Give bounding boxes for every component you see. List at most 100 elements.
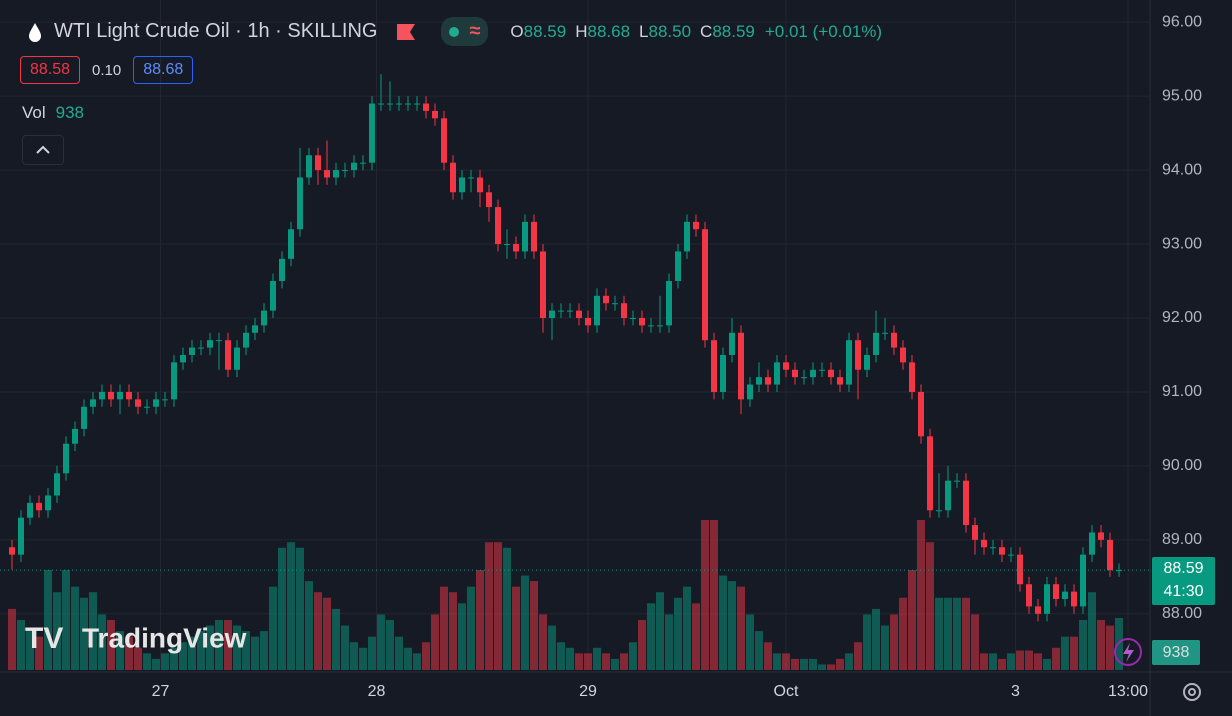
candle-body — [333, 170, 339, 178]
volume-bar — [836, 658, 844, 670]
volume-bar — [998, 658, 1006, 670]
candles — [0, 73, 1150, 622]
volume-bar — [1043, 658, 1051, 670]
candle-body — [504, 244, 510, 246]
candle-body — [396, 103, 402, 105]
volume-bar — [854, 642, 862, 670]
volume-bar — [314, 592, 322, 670]
volume-bar — [53, 592, 61, 670]
candle-body — [585, 317, 591, 326]
volume-bar — [575, 653, 583, 670]
volume-bar — [80, 597, 88, 670]
volume-bar — [1016, 650, 1024, 670]
candle-body — [657, 325, 663, 327]
ohlc-value: 88.59 — [523, 21, 567, 41]
candle-body — [594, 295, 600, 326]
status-pill[interactable]: ≈ — [441, 17, 489, 46]
volume-bar — [296, 547, 304, 670]
volume-bar — [809, 658, 817, 670]
volume-bar — [161, 653, 169, 670]
volume-bar — [278, 547, 286, 670]
volume-bar — [566, 647, 574, 670]
volume-bar — [755, 631, 763, 670]
candle-body — [351, 162, 357, 171]
candle-body — [270, 281, 276, 311]
flag-icon[interactable] — [395, 22, 417, 42]
ask-button[interactable]: 88.68 — [133, 56, 194, 84]
volume-bar — [773, 653, 781, 670]
volume-bar — [170, 647, 178, 670]
settings-icon-core — [1188, 688, 1196, 696]
candle-body — [261, 310, 267, 326]
countdown: 41:30 — [1163, 583, 1204, 600]
volume-bar — [62, 570, 70, 670]
candle-body — [495, 207, 501, 245]
candle-body — [306, 155, 312, 178]
volume-bar — [737, 586, 745, 670]
chevron-up — [36, 145, 50, 154]
volume-bar — [422, 642, 430, 670]
volume-bar — [188, 636, 196, 670]
candle-body — [1053, 584, 1059, 600]
candle-body — [882, 332, 888, 334]
volume-bar — [845, 653, 853, 670]
candle-body — [1116, 570, 1122, 572]
bid-button[interactable]: 88.58 — [20, 56, 81, 84]
alert-bolt — [1123, 643, 1134, 662]
volume-bar — [368, 636, 376, 670]
volume-bar — [962, 597, 970, 670]
candle-body — [342, 170, 348, 172]
volume-bar — [413, 653, 421, 670]
volume-bar — [152, 658, 160, 670]
volume-bar — [827, 664, 835, 670]
x-tick-label: 27 — [152, 683, 170, 700]
candle-body — [243, 332, 249, 348]
y-tick-label: 91.00 — [1162, 383, 1202, 400]
candle-body — [693, 221, 699, 230]
candle-body — [603, 295, 609, 304]
volume-bar — [908, 570, 916, 670]
candle-body — [405, 103, 411, 105]
y-tick-label: 93.00 — [1162, 235, 1202, 252]
candle-body — [144, 406, 150, 408]
candle-body — [135, 399, 141, 407]
volume-bar — [494, 542, 502, 670]
settings-icon[interactable] — [1183, 683, 1201, 701]
volume-bar — [782, 653, 790, 670]
volume-bar — [620, 653, 628, 670]
volume-bar — [449, 592, 457, 670]
collapse-button[interactable] — [22, 135, 64, 165]
candle-body — [234, 347, 240, 370]
candle-body — [774, 362, 780, 385]
volume-bar — [944, 597, 952, 670]
volume-bar — [71, 586, 79, 670]
volume-bar — [584, 653, 592, 670]
candle-body — [387, 103, 393, 105]
volume-bar — [305, 581, 313, 670]
candle-body — [486, 192, 492, 208]
volume-bar — [134, 647, 142, 670]
y-tick-label: 94.00 — [1162, 161, 1202, 178]
volume-bar — [638, 620, 646, 670]
volume-bar — [1070, 636, 1078, 670]
volume-bar — [557, 642, 565, 670]
candle-body — [918, 391, 924, 437]
candle-body — [558, 310, 564, 312]
volume-bar — [1025, 650, 1033, 670]
symbol-title[interactable]: WTI Light Crude Oil · 1h · SKILLING — [54, 20, 378, 42]
candle-body — [522, 221, 528, 252]
candle-body — [63, 443, 69, 474]
x-tick-label: Oct — [774, 683, 799, 700]
volume-bar — [863, 614, 871, 670]
ohlc-values: O88.59 H88.68 L88.50 C88.59 — [510, 22, 754, 42]
volume-bar — [872, 608, 880, 670]
alert-icon[interactable] — [1114, 638, 1142, 666]
price-label: 88.59 41:30 — [1152, 557, 1215, 605]
volume-label: 938 — [1152, 640, 1200, 665]
candle-body — [819, 369, 825, 371]
candle-body — [414, 103, 420, 105]
volume-bar — [917, 520, 925, 670]
volume-bar — [800, 658, 808, 670]
volume-bar — [521, 575, 529, 670]
ohlc-item: H88.68 — [575, 22, 630, 42]
